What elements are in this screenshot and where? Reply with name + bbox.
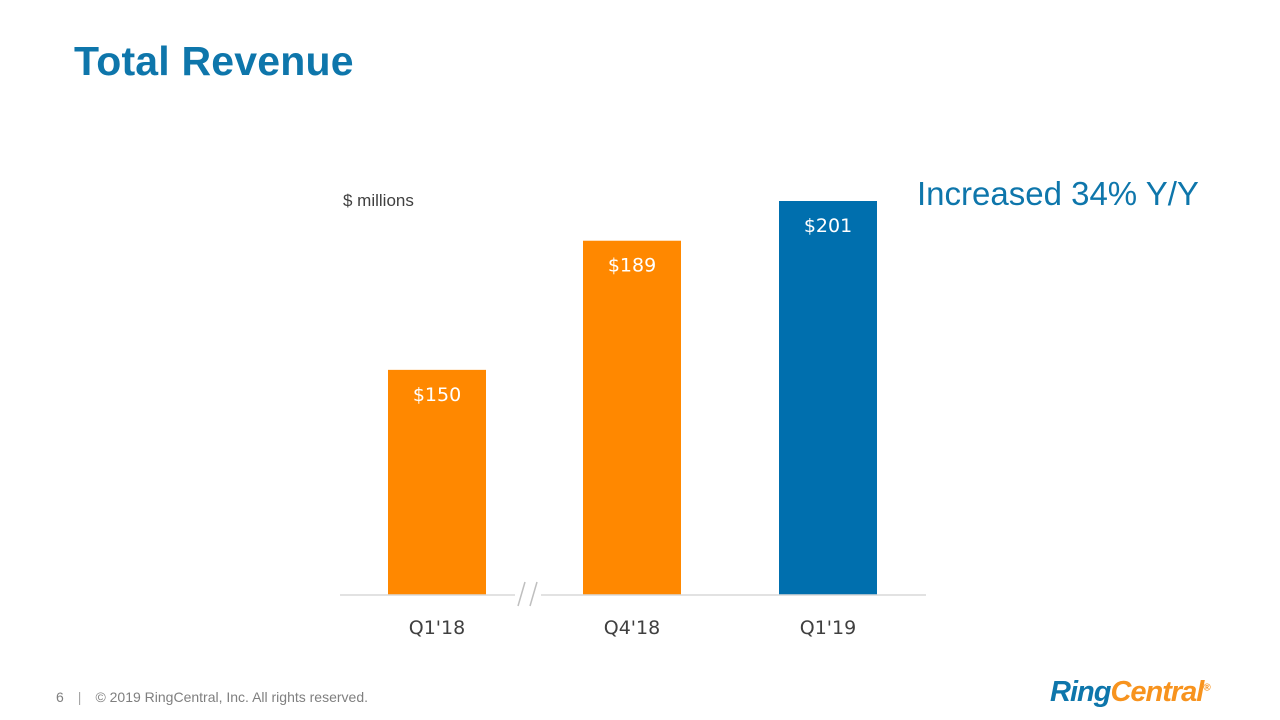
slide-title: Total Revenue — [74, 38, 354, 84]
logo-central: Central — [1110, 676, 1204, 708]
copyright-text: © 2019 RingCentral, Inc. All rights rese… — [95, 689, 368, 705]
bar-2 — [583, 240, 681, 596]
x-tick-label-2: Q4'18 — [604, 617, 660, 639]
bar-3 — [779, 201, 877, 595]
logo-ring: Ring — [1050, 676, 1111, 708]
bar-value-label-1: $150 — [413, 384, 461, 406]
ringcentral-logo: RingCentral® — [1050, 676, 1211, 709]
growth-callout: Increased 34% Y/Y — [917, 175, 1199, 212]
footer-separator: | — [77, 689, 82, 705]
bar-value-label-3: $201 — [804, 215, 852, 237]
x-tick-label-1: Q1'18 — [409, 617, 465, 639]
unit-label: $ millions — [343, 191, 414, 210]
bar-1 — [388, 369, 486, 595]
axis-break-marker — [515, 581, 541, 607]
footer: 6 | © 2019 RingCentral, Inc. All rights re… — [56, 689, 368, 705]
x-tick-label-3: Q1'19 — [800, 617, 856, 639]
page-number: 6 — [56, 689, 64, 705]
bar-value-label-2: $189 — [608, 255, 656, 277]
logo-registered-mark: ® — [1203, 682, 1210, 694]
